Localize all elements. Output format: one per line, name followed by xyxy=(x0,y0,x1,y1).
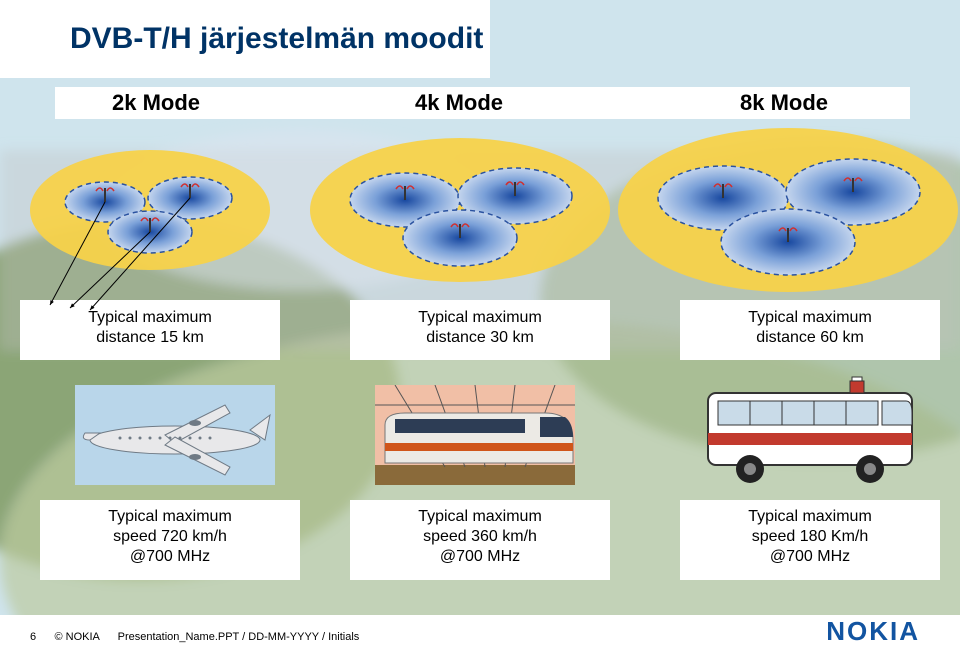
distance-label-8k: Typical maximum distance 60 km xyxy=(700,308,920,348)
mode-label-4k: 4k Mode xyxy=(415,90,503,116)
text: Typical maximum xyxy=(108,508,232,525)
text: Typical maximum xyxy=(418,508,542,525)
text: speed 360 km/h xyxy=(423,528,537,545)
text: distance 60 km xyxy=(756,329,864,346)
bus-icon xyxy=(700,375,920,490)
mode-label-2k: 2k Mode xyxy=(112,90,200,116)
plane-icon xyxy=(75,385,275,485)
footer-company: © NOKIA xyxy=(54,631,99,643)
distance-label-2k: Typical maximum distance 15 km xyxy=(40,308,260,348)
footer: 6 © NOKIA Presentation_Name.PPT / DD-MM-… xyxy=(30,631,359,643)
footer-filename: Presentation_Name.PPT / DD-MM-YYYY / Ini… xyxy=(118,631,360,643)
distance-label-4k: Typical maximum distance 30 km xyxy=(370,308,590,348)
text: Typical maximum xyxy=(748,309,872,326)
speed-label-8k: Typical maximum speed 180 Km/h @700 MHz xyxy=(700,507,920,567)
text: @700 MHz xyxy=(440,548,520,565)
slide-root: DVB-T/H järjestelmän moodit 2k Mode 4k M… xyxy=(0,0,960,661)
page-title: DVB-T/H järjestelmän moodit xyxy=(70,22,483,56)
text: @700 MHz xyxy=(770,548,850,565)
speed-label-2k: Typical maximum speed 720 km/h @700 MHz xyxy=(60,507,280,567)
text: Typical maximum xyxy=(748,508,872,525)
text: @700 MHz xyxy=(130,548,210,565)
text: speed 720 km/h xyxy=(113,528,227,545)
speed-label-4k: Typical maximum speed 360 km/h @700 MHz xyxy=(370,507,590,567)
text: distance 15 km xyxy=(96,329,204,346)
text: Typical maximum xyxy=(418,309,542,326)
nokia-logo: NOKIA xyxy=(826,616,920,647)
mode-label-8k: 8k Mode xyxy=(740,90,828,116)
page-number: 6 xyxy=(30,631,36,643)
text: speed 180 Km/h xyxy=(752,528,869,545)
text: distance 30 km xyxy=(426,329,534,346)
train-icon xyxy=(375,385,575,485)
text: Typical maximum xyxy=(88,309,212,326)
